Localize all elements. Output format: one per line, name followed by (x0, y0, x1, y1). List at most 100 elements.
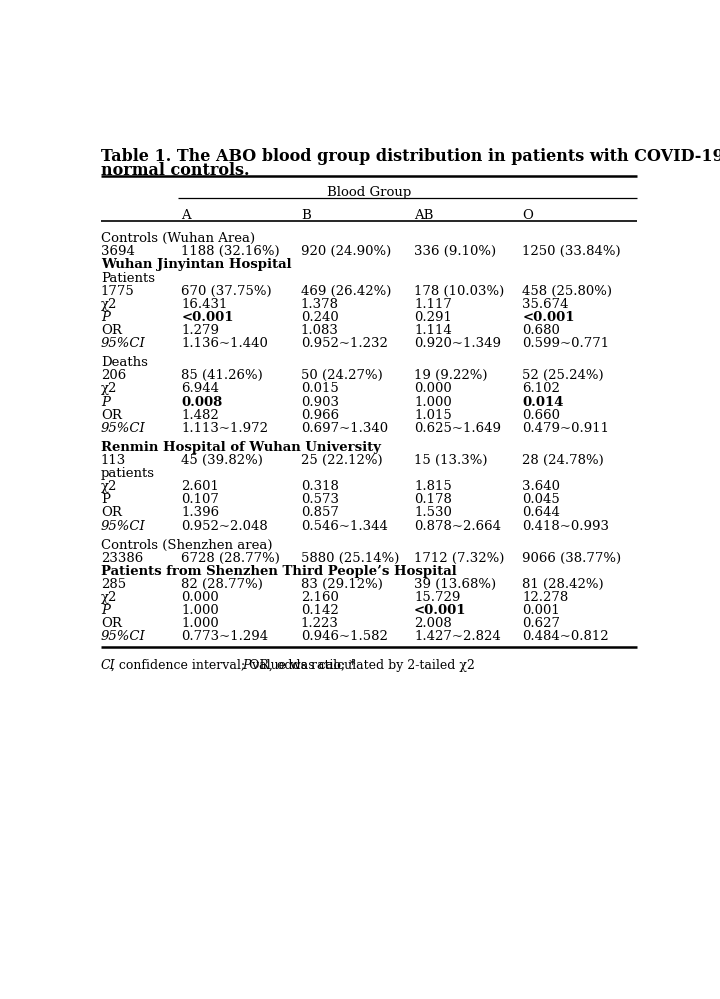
Text: <0.001: <0.001 (523, 311, 575, 324)
Text: 95%CI: 95%CI (101, 630, 145, 643)
Text: 0.878~2.664: 0.878~2.664 (414, 519, 501, 532)
Text: P: P (243, 659, 251, 672)
Text: 85 (41.26%): 85 (41.26%) (181, 370, 264, 383)
Text: 1188 (32.16%): 1188 (32.16%) (181, 246, 280, 259)
Text: <0.001: <0.001 (414, 604, 467, 617)
Text: value was calculated by 2-tailed χ2: value was calculated by 2-tailed χ2 (248, 659, 475, 672)
Text: 0.660: 0.660 (523, 409, 560, 422)
Text: 12.278: 12.278 (523, 591, 569, 604)
Text: 15 (13.3%): 15 (13.3%) (414, 455, 487, 468)
Text: χ2: χ2 (101, 298, 117, 311)
Text: 1.482: 1.482 (181, 409, 219, 422)
Text: Controls (Wuhan Area): Controls (Wuhan Area) (101, 233, 255, 246)
Text: Renmin Hospital of Wuhan University: Renmin Hospital of Wuhan University (101, 441, 381, 454)
Text: Table 1. The ABO blood group distribution in patients with COVID-19 and: Table 1. The ABO blood group distributio… (101, 148, 720, 165)
Text: 0.697~1.340: 0.697~1.340 (301, 422, 388, 435)
Text: 0.625~1.649: 0.625~1.649 (414, 422, 501, 435)
Text: P: P (101, 604, 109, 617)
Text: OR: OR (101, 324, 122, 337)
Text: 1775: 1775 (101, 285, 135, 298)
Text: 3.640: 3.640 (523, 481, 560, 494)
Text: 6.944: 6.944 (181, 383, 220, 396)
Text: 0.008: 0.008 (181, 396, 222, 409)
Text: 113: 113 (101, 455, 126, 468)
Text: 920 (24.90%): 920 (24.90%) (301, 246, 391, 259)
Text: A: A (181, 209, 191, 222)
Text: 0.240: 0.240 (301, 311, 338, 324)
Text: 35.674: 35.674 (523, 298, 569, 311)
Text: 0.773~1.294: 0.773~1.294 (181, 630, 269, 643)
Text: Blood Group: Blood Group (327, 186, 411, 199)
Text: 458 (25.80%): 458 (25.80%) (523, 285, 613, 298)
Text: 95%CI: 95%CI (101, 519, 145, 532)
Text: 0.627: 0.627 (523, 617, 560, 630)
Text: 0.903: 0.903 (301, 396, 339, 409)
Text: 670 (37.75%): 670 (37.75%) (181, 285, 272, 298)
Text: 19 (9.22%): 19 (9.22%) (414, 370, 487, 383)
Text: B: B (301, 209, 310, 222)
Text: 25 (22.12%): 25 (22.12%) (301, 455, 382, 468)
Text: 1.136~1.440: 1.136~1.440 (181, 337, 269, 350)
Text: 2.008: 2.008 (414, 617, 451, 630)
Text: OR: OR (101, 409, 122, 422)
Text: 178 (10.03%): 178 (10.03%) (414, 285, 504, 298)
Text: 2.160: 2.160 (301, 591, 338, 604)
Text: 1.114: 1.114 (414, 324, 451, 337)
Text: 0.107: 0.107 (181, 494, 220, 506)
Text: 0.001: 0.001 (523, 604, 560, 617)
Text: 1.000: 1.000 (414, 396, 451, 409)
Text: 1.015: 1.015 (414, 409, 451, 422)
Text: 28 (24.78%): 28 (24.78%) (523, 455, 604, 468)
Text: OR: OR (101, 617, 122, 630)
Text: P: P (101, 396, 109, 409)
Text: 23386: 23386 (101, 551, 143, 564)
Text: 0.318: 0.318 (301, 481, 338, 494)
Text: 1.117: 1.117 (414, 298, 452, 311)
Text: Controls (Shenzhen area): Controls (Shenzhen area) (101, 538, 272, 551)
Text: 39 (13.68%): 39 (13.68%) (414, 578, 496, 591)
Text: CI: CI (101, 659, 115, 672)
Text: , confidence interval; OR, odds ratio; *: , confidence interval; OR, odds ratio; * (111, 659, 356, 672)
Text: χ2: χ2 (101, 591, 117, 604)
Text: 1.427~2.824: 1.427~2.824 (414, 630, 500, 643)
Text: 95%CI: 95%CI (101, 337, 145, 350)
Text: Patients: Patients (101, 272, 155, 285)
Text: 1.396: 1.396 (181, 506, 220, 519)
Text: 469 (26.42%): 469 (26.42%) (301, 285, 391, 298)
Text: patients: patients (101, 468, 155, 481)
Text: 95%CI: 95%CI (101, 422, 145, 435)
Text: 50 (24.27%): 50 (24.27%) (301, 370, 382, 383)
Text: 2.601: 2.601 (181, 481, 220, 494)
Text: 1.530: 1.530 (414, 506, 452, 519)
Text: 82 (28.77%): 82 (28.77%) (181, 578, 264, 591)
Text: 1712 (7.32%): 1712 (7.32%) (414, 551, 504, 564)
Text: 0.946~1.582: 0.946~1.582 (301, 630, 387, 643)
Text: 83 (29.12%): 83 (29.12%) (301, 578, 382, 591)
Text: 5880 (25.14%): 5880 (25.14%) (301, 551, 399, 564)
Text: 1.000: 1.000 (181, 617, 219, 630)
Text: 0.479~0.911: 0.479~0.911 (523, 422, 609, 435)
Text: 0.015: 0.015 (301, 383, 338, 396)
Text: 336 (9.10%): 336 (9.10%) (414, 246, 496, 259)
Text: 45 (39.82%): 45 (39.82%) (181, 455, 264, 468)
Text: 81 (28.42%): 81 (28.42%) (523, 578, 604, 591)
Text: Deaths: Deaths (101, 357, 148, 370)
Text: 0.418~0.993: 0.418~0.993 (523, 519, 609, 532)
Text: 0.680: 0.680 (523, 324, 560, 337)
Text: 1.815: 1.815 (414, 481, 451, 494)
Text: 0.000: 0.000 (181, 591, 219, 604)
Text: 0.178: 0.178 (414, 494, 452, 506)
Text: AB: AB (414, 209, 433, 222)
Text: 0.573: 0.573 (301, 494, 339, 506)
Text: 0.599~0.771: 0.599~0.771 (523, 337, 610, 350)
Text: 0.952~1.232: 0.952~1.232 (301, 337, 387, 350)
Text: 6728 (28.77%): 6728 (28.77%) (181, 551, 280, 564)
Text: 9066 (38.77%): 9066 (38.77%) (523, 551, 621, 564)
Text: Patients from Shenzhen Third People’s Hospital: Patients from Shenzhen Third People’s Ho… (101, 565, 456, 578)
Text: 206: 206 (101, 370, 126, 383)
Text: 0.952~2.048: 0.952~2.048 (181, 519, 268, 532)
Text: 1.113~1.972: 1.113~1.972 (181, 422, 269, 435)
Text: 0.857: 0.857 (301, 506, 338, 519)
Text: normal controls.: normal controls. (101, 162, 249, 179)
Text: 52 (25.24%): 52 (25.24%) (523, 370, 604, 383)
